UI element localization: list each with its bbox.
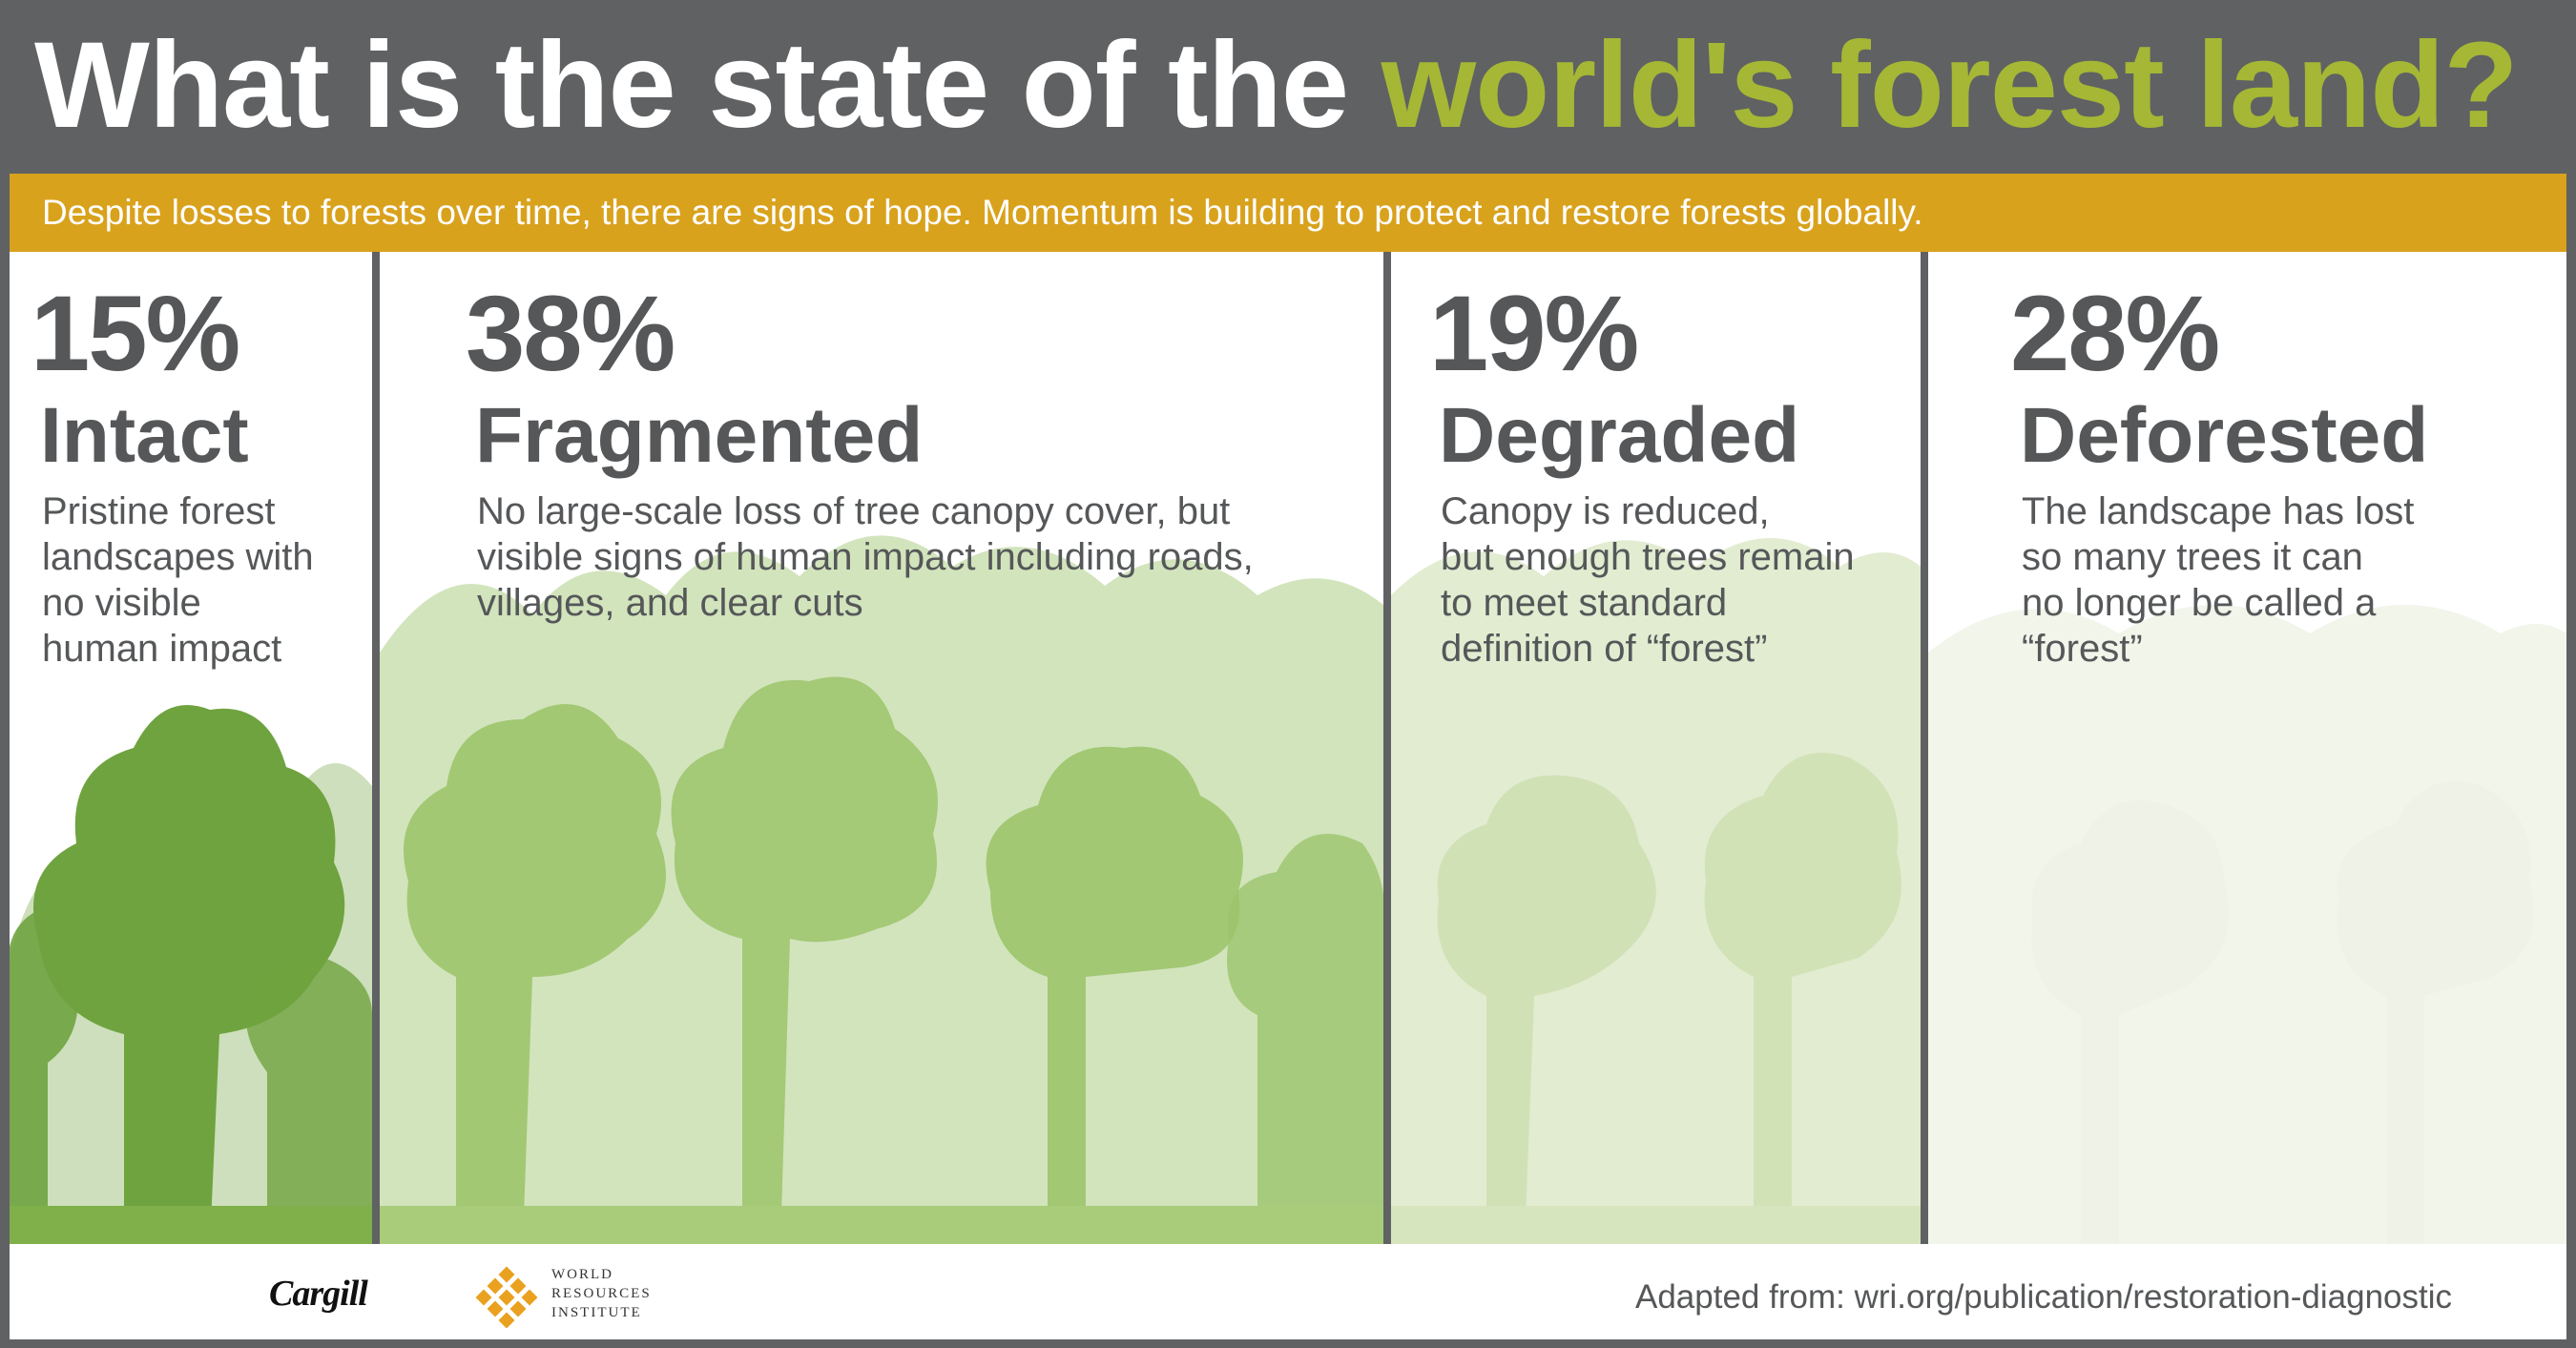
panel-fragmented: 38% Fragmented No large-scale loss of tr… (380, 252, 1383, 1244)
wri-logo-icon (475, 1266, 538, 1328)
forest-trees-illustration (1928, 605, 2566, 1244)
category-label: Degraded (1439, 392, 1800, 479)
title-accent: world's forest land? (1381, 17, 2519, 154)
footer: Cargill WORLD RESOURCES INSTITUTE Adapte… (10, 1244, 2566, 1339)
forest-trees-illustration (10, 705, 372, 1244)
category-label: Fragmented (475, 392, 924, 479)
panel-text: 38% Fragmented No large-scale loss of tr… (466, 280, 1254, 626)
category-description: No large-scale loss of tree canopy cover… (477, 490, 1254, 624)
panel-divider (1921, 252, 1928, 1244)
wri-logo-text: WORLD RESOURCES INSTITUTE (551, 1265, 652, 1322)
forest-trees-illustration (1391, 538, 1921, 1244)
panel-intact: 15% Intact Pristine forest landscapes wi… (10, 252, 372, 1244)
category-label: Intact (40, 392, 249, 479)
category-label: Deforested (2020, 392, 2429, 479)
header: What is the state of the world's forest … (0, 0, 2576, 172)
panel-text: 28% Deforested The landscape has lost so… (2010, 280, 2428, 672)
category-description: Canopy is reduced, but enough trees rema… (1441, 490, 1855, 670)
wri-logo-line: RESOURCES (551, 1286, 652, 1301)
panel-text: 19% Degraded Canopy is reduced, but enou… (1429, 280, 1855, 672)
percent-value: 38% (466, 274, 675, 393)
wri-logo-line: WORLD (551, 1267, 613, 1282)
forest-panels: 15% Intact Pristine forest landscapes wi… (10, 252, 2566, 1244)
percent-value: 19% (1429, 274, 1639, 393)
subtitle-banner: Despite losses to forests over time, the… (10, 174, 2566, 252)
panel-degraded: 19% Degraded Canopy is reduced, but enou… (1391, 252, 1921, 1244)
panel-deforested: 28% Deforested The landscape has lost so… (1928, 252, 2566, 1244)
source-citation: Adapted from: wri.org/publication/restor… (1635, 1278, 2452, 1316)
forest-trees-illustration (380, 535, 1383, 1244)
wri-logo-line: INSTITUTE (551, 1305, 642, 1320)
category-description: The landscape has lost so many trees it … (2022, 490, 2415, 670)
panel-divider (372, 252, 380, 1244)
panel-text: 15% Intact Pristine forest landscapes wi… (31, 280, 314, 672)
category-description: Pristine forest landscapes with no visib… (42, 490, 314, 670)
page-title: What is the state of the world's forest … (34, 25, 2519, 147)
cargill-logo: Cargill (269, 1274, 368, 1314)
subtitle: Despite losses to forests over time, the… (42, 193, 1923, 232)
percent-value: 28% (2010, 274, 2220, 393)
panel-divider (1383, 252, 1391, 1244)
percent-value: 15% (31, 274, 240, 393)
title-main: What is the state of the (34, 17, 1381, 154)
